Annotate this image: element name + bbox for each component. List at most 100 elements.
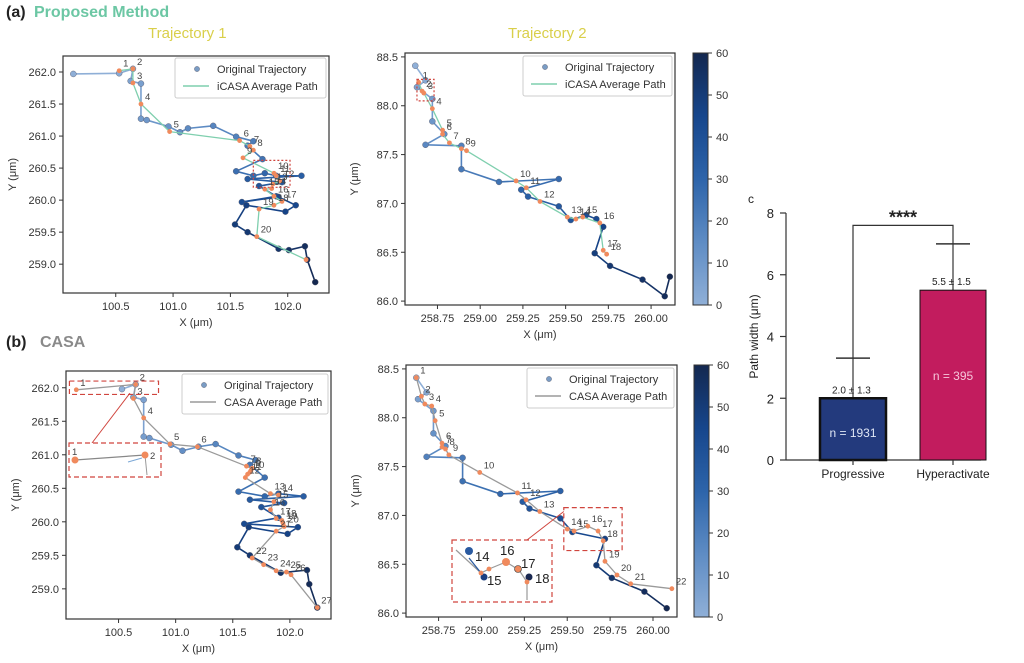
original-trajectory-segment [308, 583, 319, 608]
average-point-label: 21 [280, 519, 291, 530]
original-trajectory-point [255, 182, 263, 190]
y-tick-label: 2 [767, 391, 774, 406]
x-axis-label: X (μm) [182, 643, 215, 655]
original-trajectory-segment [522, 490, 561, 503]
significance-stars: **** [889, 207, 917, 227]
average-path-point [419, 393, 424, 399]
x-tick-label: 259.50 [549, 313, 583, 325]
bar-value-label: 5.5 ± 1.5 [932, 277, 971, 288]
average-point-label: 24 [280, 559, 291, 570]
y-tick-label: 260.0 [31, 517, 59, 529]
original-trajectory-segment [527, 195, 560, 208]
average-point-label: 3 [137, 386, 142, 397]
inset-label: 2 [150, 451, 155, 462]
y-tick-label: 87.0 [377, 198, 398, 210]
x-tick-label: 259.25 [508, 625, 542, 637]
average-point-label: 5 [447, 118, 452, 129]
average-point-label: 1 [123, 59, 128, 70]
legend-box [522, 55, 673, 97]
y-tick-label: 262.0 [28, 67, 56, 79]
colorbar-tick-label: 0 [716, 300, 722, 312]
original-trajectory-segment [248, 526, 288, 535]
y-axis-label: Y (μm) [7, 158, 19, 191]
inset-point [514, 565, 522, 573]
original-trajectory-point [459, 478, 466, 485]
average-point-label: 12 [249, 466, 260, 477]
original-trajectory-point [259, 155, 266, 163]
average-point-label: 20 [288, 515, 299, 526]
original-trajectory-segment [643, 590, 668, 609]
y-tick-label: 6 [767, 268, 774, 283]
original-trajectory-point [137, 115, 145, 122]
original-trajectory-point [294, 523, 302, 531]
inset-label: 17 [521, 556, 535, 571]
original-trajectory-point [243, 202, 250, 209]
average-point-label: 7 [453, 131, 458, 142]
average-path-point [262, 186, 268, 192]
highlight-box [416, 78, 435, 102]
inset-point [465, 547, 473, 555]
original-trajectory-point [240, 520, 248, 528]
x-axis-label: X (μm) [179, 317, 212, 329]
average-point-label: 25 [290, 560, 301, 571]
colorbar [692, 52, 709, 306]
average-path-point [247, 143, 253, 149]
original-trajectory-segment [146, 119, 169, 128]
average-path-point [464, 148, 469, 154]
average-point-label: 4 [148, 406, 153, 417]
average-path-point [245, 471, 251, 477]
panel-b-title: CASA [40, 334, 86, 351]
average-path-point [413, 375, 419, 381]
chart-a2-trajectory2-icasa: 258.75 259.00 259.25 259.50 259.75 260.00 86.0… [349, 48, 728, 341]
original-trajectory-segment [595, 564, 613, 579]
average-path-point [523, 185, 529, 191]
x-tick-label: 101.0 [162, 627, 190, 639]
highlight-box [68, 380, 160, 396]
inset-point [486, 566, 492, 572]
original-trajectory-point [280, 499, 288, 507]
original-trajectory-point [235, 488, 242, 495]
original-trajectory-point [497, 490, 504, 498]
average-path-point [614, 572, 620, 578]
average-point-label: 16 [274, 498, 285, 509]
original-trajectory-segment [529, 507, 561, 520]
average-point-label: 3 [137, 71, 142, 82]
original-trajectory-segment [306, 259, 316, 283]
original-trajectory-segment [498, 178, 559, 183]
colorbar-tick-label: 0 [717, 612, 723, 624]
inset-original-line [468, 557, 482, 574]
original-trajectory-point [246, 496, 254, 503]
average-path-point [440, 131, 445, 137]
average-path-line [415, 377, 672, 590]
original-trajectory-point [261, 493, 268, 500]
average-point-label: 22 [256, 546, 267, 557]
original-trajectory-point [606, 262, 614, 270]
average-path-point [130, 80, 136, 86]
average-point-label: 18 [611, 242, 622, 253]
average-point-label: 6 [446, 431, 451, 442]
inset-label: 1 [72, 447, 77, 458]
average-path-point [447, 140, 452, 146]
original-trajectory-point [244, 228, 251, 236]
original-trajectory-segment [260, 506, 279, 519]
colorbar-tick-label: 20 [717, 528, 729, 540]
original-trajectory-point [557, 487, 564, 495]
legend-box [181, 373, 329, 415]
legend-original-label: Original Trajectory [565, 62, 655, 74]
average-path-point [194, 444, 200, 450]
colorbar-tick-label: 50 [716, 90, 728, 102]
original-trajectory-segment [461, 168, 500, 183]
legend-average-label: CASA Average Path [224, 397, 322, 409]
average-path-point [421, 90, 427, 96]
average-path-point [585, 523, 591, 529]
colorbar-tick-label: 40 [717, 444, 729, 456]
y-tick-label: 261.0 [28, 131, 56, 143]
original-trajectory-segment [234, 204, 248, 225]
chart-b1-trajectory1-casa: 100.5 101.0 101.5 102.0 259.0 259.5 260.0 260.5… [10, 370, 332, 655]
y-axis-label: Path width (μm) [747, 294, 761, 378]
legend-original-label: Original Trajectory [224, 380, 314, 392]
original-trajectory-segment [238, 476, 266, 493]
original-trajectory-point [146, 434, 153, 442]
original-trajectory-point [137, 80, 145, 87]
